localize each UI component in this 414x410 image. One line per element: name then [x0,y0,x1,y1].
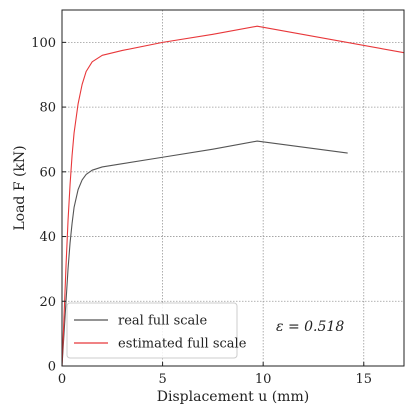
series-line-estimated [61,25,405,367]
plot-frame [61,9,405,367]
x-tick-label: 15 [355,372,372,387]
y-tick-label: 20 [39,295,56,310]
y-tick-label: 40 [39,230,56,245]
series-line-real [61,140,348,367]
legend-box [66,302,238,359]
legend-label-real: real full scale [118,314,207,329]
y-tick-label: 0 [48,360,56,375]
legend: real full scale estimated full scale [66,302,247,359]
x-tick-label: 0 [58,372,66,387]
x-tick-label: 10 [255,372,272,387]
epsilon-annotation: ε = 0.518 [276,319,344,335]
y-tick-label: 60 [39,165,56,180]
y-axis-label: Load F (kN) [12,145,28,230]
x-tick-label: 5 [158,372,166,387]
y-tick-label: 100 [31,36,56,51]
series-layer [61,25,405,367]
legend-label-estimated: estimated full scale [118,337,247,352]
x-axis-label: Displacement u (mm) [157,389,309,405]
grid-lines [62,10,404,366]
y-tick-label: 80 [39,101,56,116]
tick-labels: 0 5 10 15 0 20 40 60 80 100 [31,36,372,387]
